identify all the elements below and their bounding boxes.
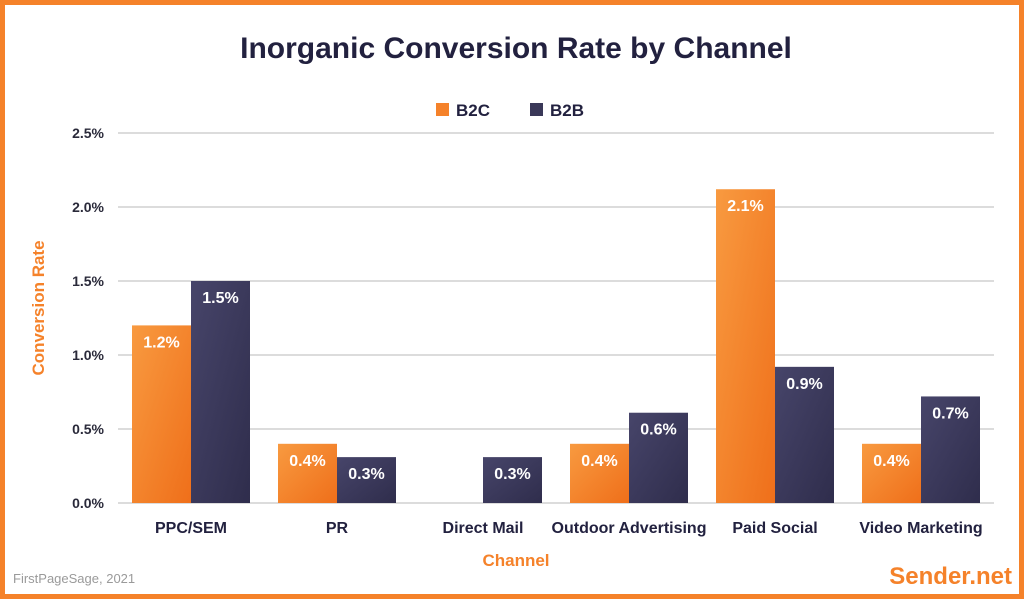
bar-b2c: [570, 443, 629, 503]
x-tick-label: PR: [326, 520, 349, 537]
data-label: 0.7%: [932, 405, 968, 422]
data-label: 1.2%: [143, 334, 179, 351]
x-tick-label: PPC/SEM: [155, 520, 227, 537]
bar-chart: Inorganic Conversion Rate by Channel B2C…: [13, 32, 1012, 590]
x-tick-label: Video Marketing: [859, 520, 982, 537]
chart-title: Inorganic Conversion Rate by Channel: [240, 32, 792, 65]
data-label: 0.4%: [581, 453, 617, 470]
bars: [132, 189, 980, 504]
x-tick-label: Direct Mail: [443, 520, 524, 537]
bar-b2c: [716, 189, 775, 504]
data-label: 2.1%: [727, 198, 763, 215]
y-tick-label: 0.0%: [72, 495, 104, 511]
bar-b2b: [483, 457, 542, 503]
legend: B2C B2B: [436, 101, 584, 120]
y-tick-label: 2.0%: [72, 199, 104, 215]
y-tick-label: 0.5%: [72, 421, 104, 437]
legend-label-b2b: B2B: [550, 101, 584, 120]
legend-swatch-b2c: [436, 103, 449, 116]
data-label: 0.6%: [640, 422, 676, 439]
data-labels: 1.2% 1.5% 0.4% 0.3% 0.3% 0.4% 0.6% 2.1% 0.9% 0.4%…: [143, 198, 968, 483]
y-axis-ticks: 0.0% 0.5% 1.0% 1.5% 2.0% 2.5%: [72, 125, 104, 511]
gridlines: [118, 132, 994, 504]
data-label: 0.9%: [786, 376, 822, 393]
bar-b2b: [921, 396, 980, 503]
bar-b2c: [862, 443, 921, 503]
bar-b2c: [278, 443, 337, 503]
data-label: 0.3%: [494, 466, 530, 483]
source-credit: FirstPageSage, 2021: [13, 571, 135, 586]
x-axis-categories: PPC/SEM PR Direct Mail Outdoor Advertising P…: [155, 520, 983, 537]
legend-label-b2c: B2C: [456, 101, 490, 120]
legend-swatch-b2b: [530, 103, 543, 116]
y-axis-label: Conversion Rate: [29, 240, 48, 375]
y-tick-label: 1.5%: [72, 273, 104, 289]
bar-b2b: [775, 366, 834, 503]
data-label: 0.4%: [289, 453, 325, 470]
x-tick-label: Paid Social: [732, 520, 817, 537]
bar-b2c: [132, 325, 191, 503]
x-tick-label: Outdoor Advertising: [552, 520, 707, 537]
bar-b2b: [629, 412, 688, 503]
brand-logo: Sender.net: [889, 563, 1012, 590]
data-label: 1.5%: [202, 290, 238, 307]
x-axis-label: Channel: [482, 551, 549, 570]
bar-b2b: [337, 457, 396, 503]
bar-b2b: [191, 281, 250, 503]
y-tick-label: 1.0%: [72, 347, 104, 363]
y-tick-label: 2.5%: [72, 125, 104, 141]
data-label: 0.4%: [873, 453, 909, 470]
data-label: 0.3%: [348, 466, 384, 483]
